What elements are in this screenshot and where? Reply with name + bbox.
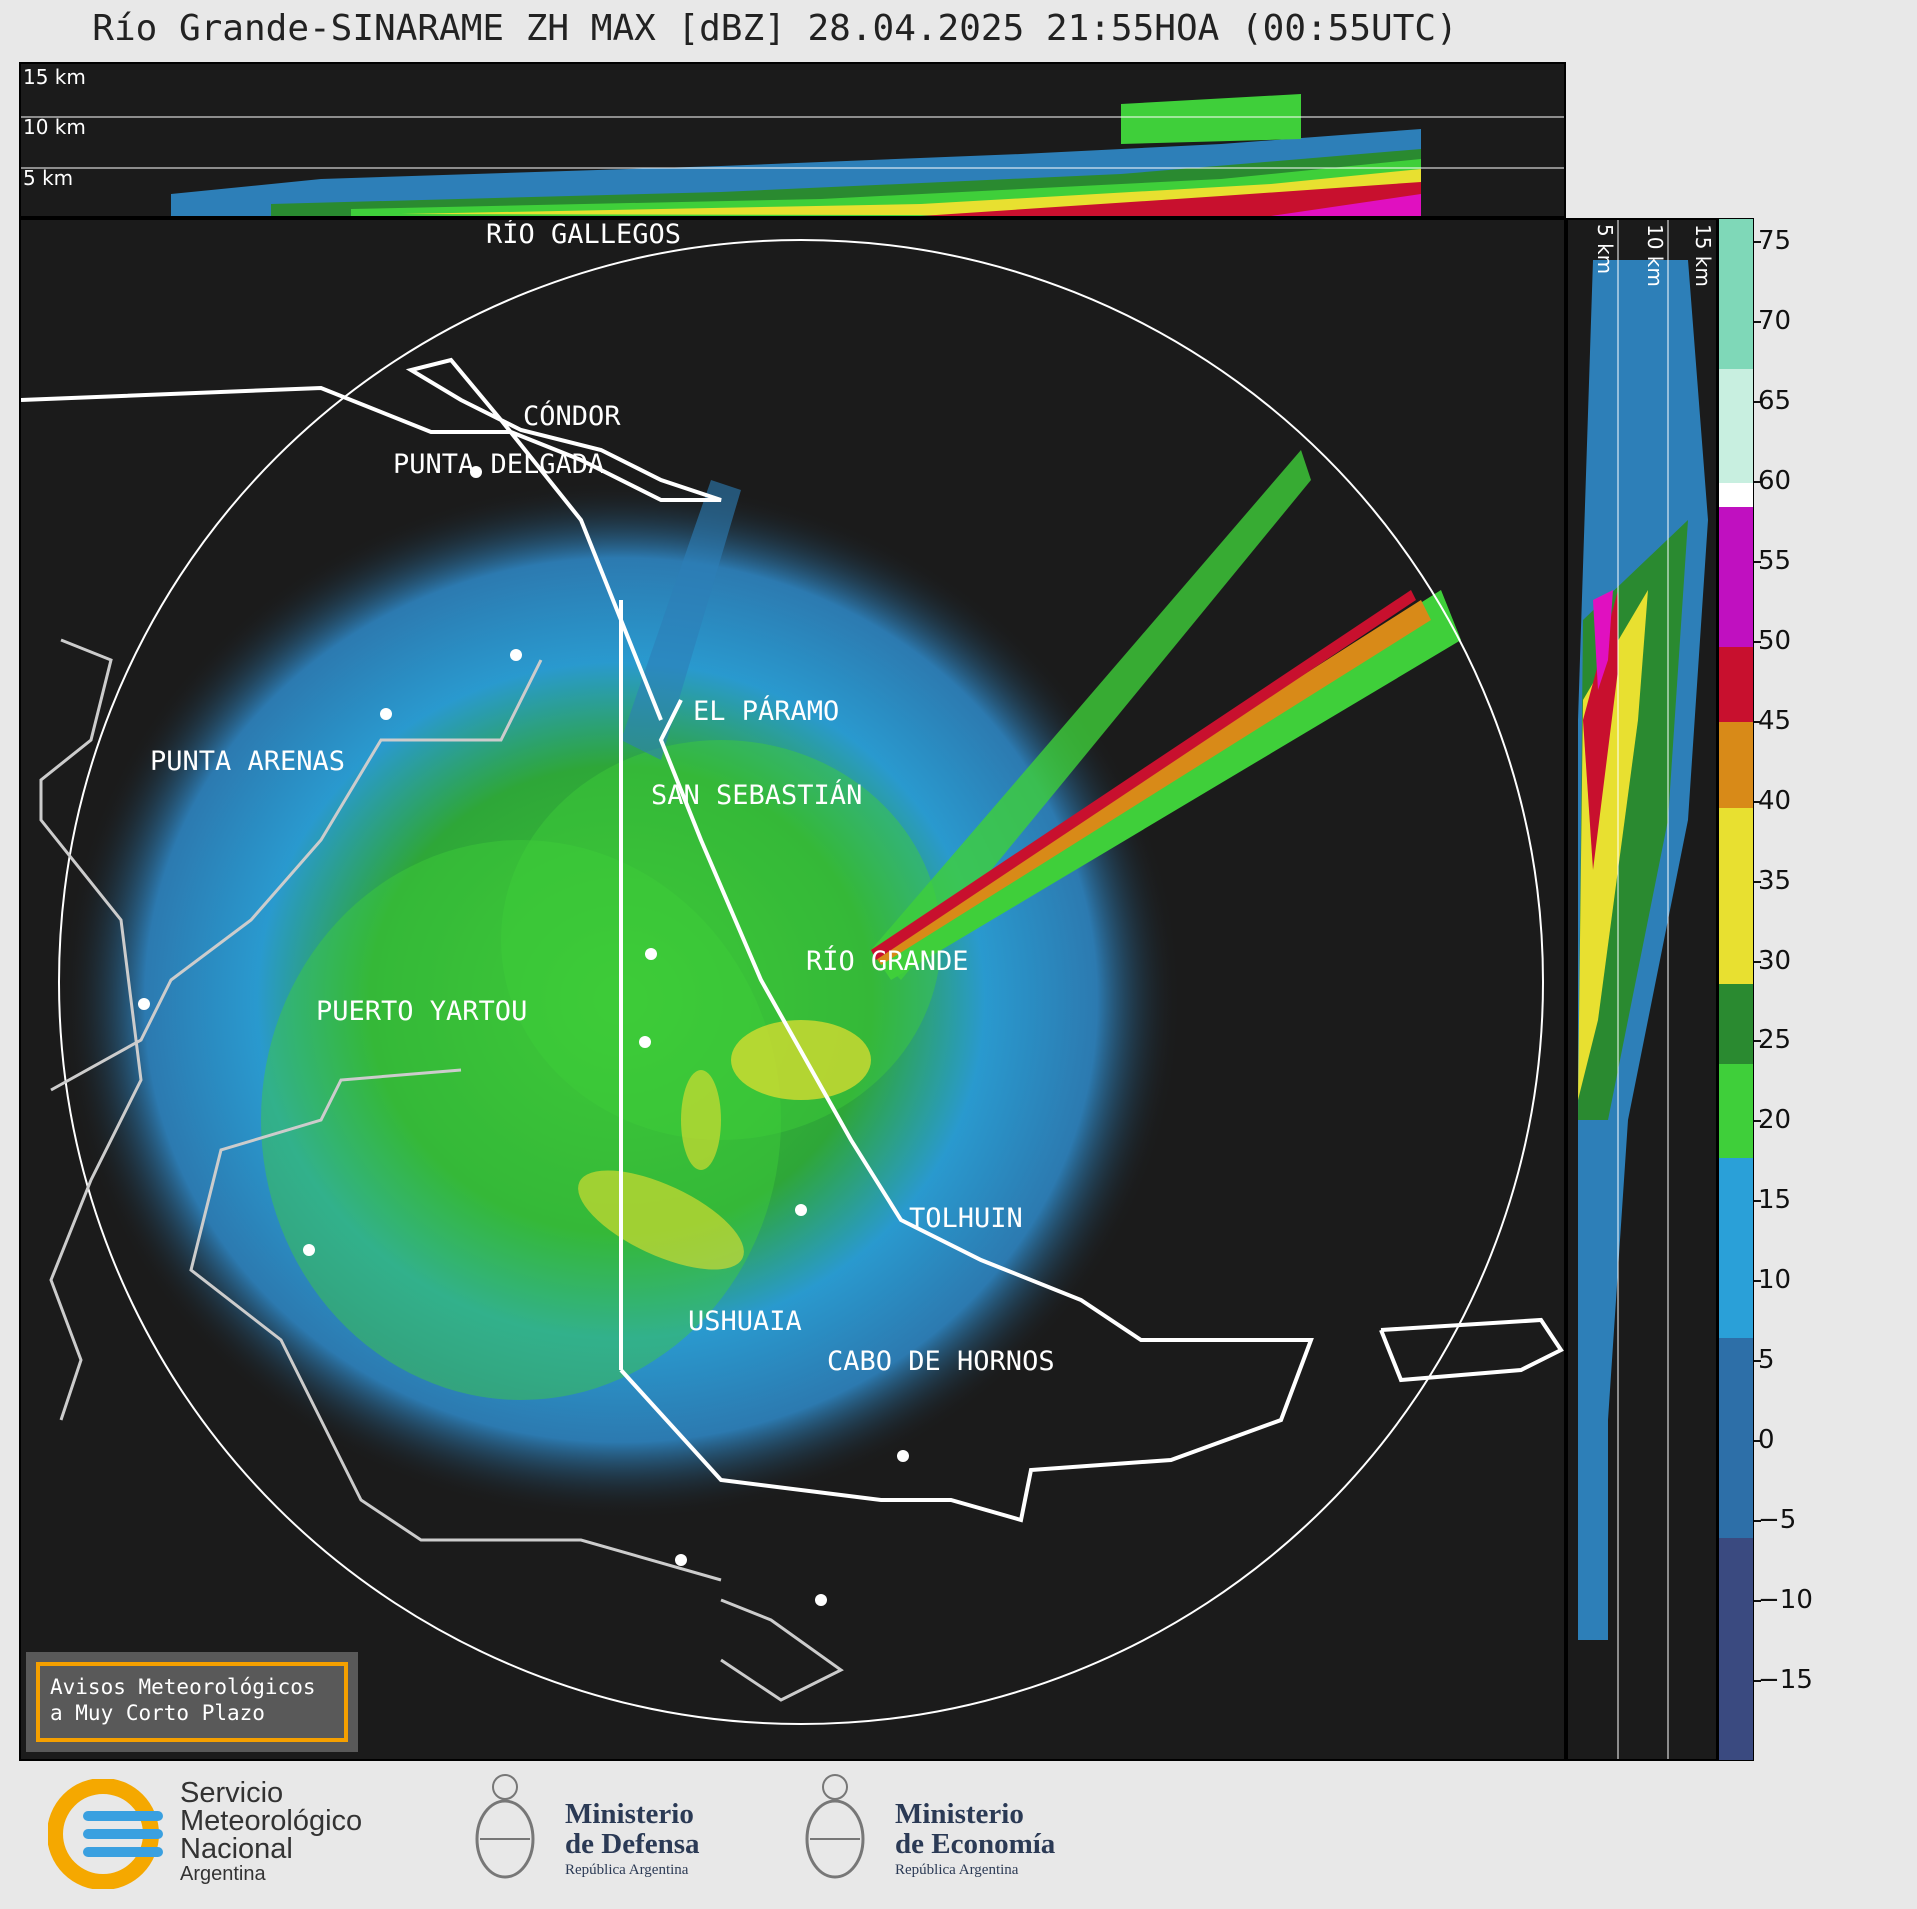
place-label: EL PÁRAMO: [693, 695, 839, 727]
colorbar-tick-mark: [1754, 640, 1761, 643]
economia-logo: Ministerio de Economía República Argenti…: [895, 1799, 1055, 1881]
colorbar-tick-mark: [1754, 1680, 1761, 1683]
colorbar-tick-label: 20: [1758, 1105, 1792, 1136]
colorbar-tick-label: −5: [1758, 1505, 1797, 1536]
defensa-logo: Ministerio de Defensa República Argentin…: [565, 1799, 700, 1881]
place-label: CÓNDOR: [523, 400, 621, 432]
map-title: Río Grande-SINARAME ZH MAX [dBZ] 28.04.2…: [92, 8, 1458, 49]
colorbar-tick-mark: [1754, 1120, 1761, 1123]
smn-name: Servicio Meteorológico Nacional Argentin…: [180, 1777, 363, 1886]
side-cross-section: 5 km 10 km 15 km: [1566, 218, 1718, 1761]
top-height-10km-label: 10 km: [23, 115, 86, 139]
colorbar-tick-label: 25: [1758, 1025, 1792, 1056]
economia-line3: República Argentina: [895, 1862, 1019, 1878]
colorbar-tick-mark: [1754, 480, 1761, 483]
colorbar-tick-label: 5: [1758, 1345, 1775, 1376]
radar-map-plot: RÍO GALLEGOS CÓNDOR PUNTA DELGADA PUNTA …: [21, 220, 1564, 1725]
warning-line1: Avisos Meteorológicos: [50, 1675, 316, 1699]
colorbar-tick-mark: [1754, 400, 1761, 403]
colorbar-tick-label: 50: [1758, 625, 1792, 656]
top-height-5km-label: 5 km: [23, 166, 73, 190]
colorbar-tick-mark: [1754, 960, 1761, 963]
place-label: USHUAIA: [688, 1306, 802, 1337]
defensa-coat-of-arms-icon: [475, 1774, 535, 1879]
colorbar-tick-mark: [1754, 880, 1761, 883]
colorbar-tick-mark: [1754, 320, 1761, 323]
colorbar-tick-label: 70: [1758, 305, 1792, 336]
colorbar-tick-label: 15: [1758, 1185, 1792, 1216]
colorbar-tick-label: 65: [1758, 385, 1792, 416]
top-cross-section: 15 km 10 km 5 km: [19, 62, 1566, 218]
colorbar-tick-mark: [1754, 240, 1761, 243]
economia-coat-of-arms-icon: [805, 1774, 865, 1879]
colorbar-tick-label: 35: [1758, 865, 1792, 896]
smn-logo-icon: [48, 1779, 163, 1889]
colorbar-tick-mark: [1754, 720, 1761, 723]
colorbar-tick-mark: [1754, 1440, 1761, 1443]
colorbar-gradient: [1719, 219, 1753, 1760]
colorbar-tick-mark: [1754, 800, 1761, 803]
colorbar-tick-label: 60: [1758, 465, 1792, 496]
radar-map: RÍO GALLEGOS CÓNDOR PUNTA DELGADA PUNTA …: [19, 218, 1566, 1761]
dbz-colorbar: [1718, 218, 1754, 1761]
place-label: SAN SEBASTIÁN: [651, 779, 862, 811]
defensa-line2: de Defensa: [565, 1828, 700, 1860]
colorbar-tick-mark: [1754, 1280, 1761, 1283]
economia-line2: de Economía: [895, 1828, 1056, 1860]
colorbar-tick-mark: [1754, 1040, 1761, 1043]
top-cross-section-plot: 15 km 10 km 5 km: [21, 65, 1564, 216]
colorbar-tick-mark: [1754, 560, 1761, 563]
smn-line4: Argentina: [180, 1863, 266, 1885]
side-cross-section-plot: 5 km 10 km 15 km: [1578, 220, 1715, 1759]
side-height-5km-label: 5 km: [1593, 224, 1617, 274]
colorbar-tick-label: 10: [1758, 1265, 1792, 1296]
place-label: PUERTO YARTOU: [316, 996, 527, 1027]
colorbar-tick-label: 45: [1758, 705, 1792, 736]
colorbar-tick-label: 30: [1758, 945, 1792, 976]
place-label: RÍO GALLEGOS: [486, 220, 681, 250]
side-height-10km-label: 10 km: [1643, 224, 1667, 287]
colorbar-tick-mark: [1754, 1520, 1761, 1523]
colorbar-tick-mark: [1754, 1600, 1761, 1603]
defensa-line3: República Argentina: [565, 1862, 689, 1878]
warning-box[interactable]: Avisos Meteorológicos a Muy Corto Plazo: [26, 1652, 358, 1752]
defensa-line1: Ministerio: [565, 1798, 694, 1830]
smn-line2: Meteorológico: [180, 1805, 363, 1837]
smn-line1: Servicio: [180, 1777, 284, 1809]
colorbar-tick-label: −10: [1758, 1585, 1813, 1616]
colorbar-tick-label: 55: [1758, 545, 1792, 576]
place-label: PUNTA ARENAS: [150, 746, 345, 777]
footer: Servicio Meteorológico Nacional Argentin…: [0, 1761, 1917, 1909]
smn-line3: Nacional: [180, 1833, 293, 1865]
colorbar-tick-label: −15: [1758, 1665, 1813, 1696]
colorbar-tick-label: 75: [1758, 225, 1792, 256]
colorbar-tick-label: 40: [1758, 785, 1792, 816]
side-height-15km-label: 15 km: [1691, 224, 1715, 287]
colorbar-tick-mark: [1754, 1200, 1761, 1203]
place-label: CABO DE HORNOS: [827, 1346, 1055, 1377]
colorbar-tick-label: 0: [1758, 1425, 1775, 1456]
place-label: TOLHUIN: [909, 1203, 1023, 1234]
place-label: RÍO GRANDE: [806, 945, 969, 977]
top-height-15km-label: 15 km: [23, 65, 86, 89]
place-label: PUNTA DELGADA: [393, 449, 604, 480]
economia-line1: Ministerio: [895, 1798, 1024, 1830]
warning-line2: a Muy Corto Plazo: [50, 1701, 265, 1725]
colorbar-tick-mark: [1754, 1360, 1761, 1363]
